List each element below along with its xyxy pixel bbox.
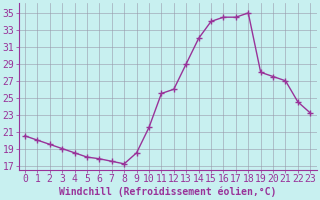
X-axis label: Windchill (Refroidissement éolien,°C): Windchill (Refroidissement éolien,°C) — [59, 187, 276, 197]
